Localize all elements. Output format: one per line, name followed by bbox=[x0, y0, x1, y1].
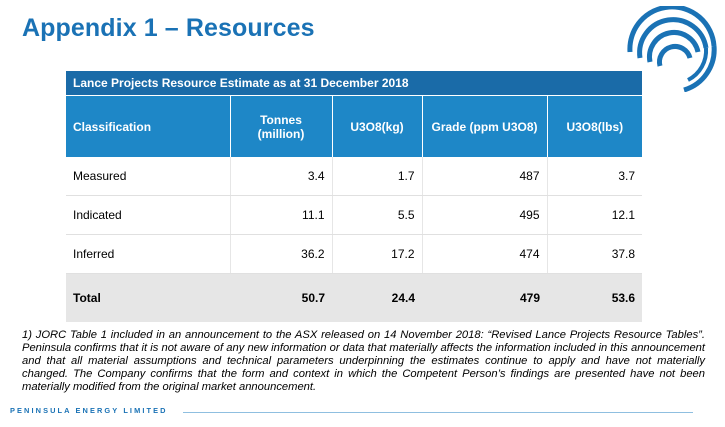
footer: PENINSULA ENERGY LIMITED bbox=[0, 406, 725, 420]
company-name: PENINSULA ENERGY LIMITED bbox=[10, 406, 168, 415]
footnote: 1) JORC Table 1 included in an announcem… bbox=[22, 329, 705, 393]
grade-cell: 495 bbox=[421, 195, 547, 235]
column-header: Classification bbox=[66, 95, 230, 157]
column-header: U3O8(kg) bbox=[331, 95, 422, 157]
total-u3o8-lbs: 53.6 bbox=[547, 273, 643, 322]
u3o8-kg-cell: 17.2 bbox=[331, 234, 422, 274]
total-label: Total bbox=[66, 273, 230, 322]
u3o8-kg-cell: 1.7 bbox=[331, 157, 422, 196]
column-header: U3O8(lbs) bbox=[546, 95, 643, 157]
grade-cell: 487 bbox=[421, 157, 547, 196]
total-u3o8-kg: 24.4 bbox=[332, 273, 422, 322]
classification-cell: Measured bbox=[66, 157, 230, 196]
footer-divider bbox=[183, 412, 693, 413]
column-header: Grade (ppm U3O8) bbox=[421, 95, 547, 157]
classification-cell: Indicated bbox=[66, 195, 230, 235]
tonnes-cell: 36.2 bbox=[229, 234, 332, 274]
tonnes-cell: 3.4 bbox=[229, 157, 332, 196]
table-header-row: Classification Tonnes (million) U3O8(kg)… bbox=[66, 95, 643, 157]
column-header: Tonnes (million) bbox=[229, 95, 332, 157]
u3o8-lbs-cell: 37.8 bbox=[546, 234, 643, 274]
resource-table: Lance Projects Resource Estimate as at 3… bbox=[66, 71, 643, 322]
total-tonnes: 50.7 bbox=[230, 273, 332, 322]
table-row: Measured 3.4 1.7 487 3.7 bbox=[66, 157, 643, 196]
concentric-arcs-logo-icon bbox=[627, 6, 717, 92]
table-caption: Lance Projects Resource Estimate as at 3… bbox=[66, 71, 643, 96]
tonnes-cell: 11.1 bbox=[229, 195, 332, 235]
total-row: Total 50.7 24.4 479 53.6 bbox=[66, 273, 643, 322]
table-row: Indicated 11.1 5.5 495 12.1 bbox=[66, 195, 643, 235]
page-title: Appendix 1 – Resources bbox=[22, 14, 315, 42]
grade-cell: 474 bbox=[421, 234, 547, 274]
u3o8-kg-cell: 5.5 bbox=[331, 195, 422, 235]
total-grade: 479 bbox=[422, 273, 547, 322]
table-row: Inferred 36.2 17.2 474 37.8 bbox=[66, 234, 643, 274]
u3o8-lbs-cell: 3.7 bbox=[546, 157, 643, 196]
classification-cell: Inferred bbox=[66, 234, 230, 274]
u3o8-lbs-cell: 12.1 bbox=[546, 195, 643, 235]
